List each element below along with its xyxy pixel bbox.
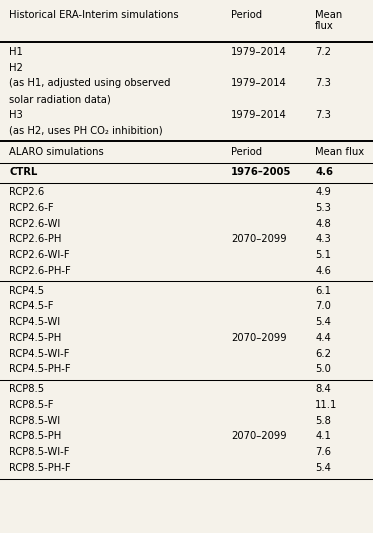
- Text: 6.1: 6.1: [315, 286, 331, 296]
- Text: 2070–2099: 2070–2099: [231, 431, 287, 441]
- Text: 1979–2014: 1979–2014: [231, 110, 287, 120]
- Text: RCP2.6-WI: RCP2.6-WI: [9, 219, 60, 229]
- Text: RCP8.5: RCP8.5: [9, 384, 44, 394]
- Text: RCP2.6-PH: RCP2.6-PH: [9, 234, 62, 244]
- Text: 4.3: 4.3: [315, 234, 331, 244]
- Text: 1979–2014: 1979–2014: [231, 47, 287, 57]
- Text: RCP2.6-PH-F: RCP2.6-PH-F: [9, 265, 71, 276]
- Text: 4.8: 4.8: [315, 219, 331, 229]
- Text: 2070–2099: 2070–2099: [231, 333, 287, 343]
- Text: RCP4.5: RCP4.5: [9, 286, 44, 296]
- Text: 4.6: 4.6: [315, 265, 331, 276]
- Text: ALARO simulations: ALARO simulations: [9, 147, 104, 157]
- Text: 5.8: 5.8: [315, 416, 331, 426]
- Text: H1: H1: [9, 47, 23, 57]
- Text: RCP4.5-PH: RCP4.5-PH: [9, 333, 62, 343]
- Text: Period: Period: [231, 10, 262, 20]
- Text: CTRL: CTRL: [9, 167, 38, 177]
- Text: 4.1: 4.1: [315, 431, 331, 441]
- Text: 4.6: 4.6: [315, 167, 333, 177]
- Text: RCP4.5-PH-F: RCP4.5-PH-F: [9, 364, 71, 374]
- Text: 7.0: 7.0: [315, 301, 331, 311]
- Text: 1979–2014: 1979–2014: [231, 78, 287, 88]
- Text: 8.4: 8.4: [315, 384, 331, 394]
- Text: 4.4: 4.4: [315, 333, 331, 343]
- Text: 7.3: 7.3: [315, 110, 331, 120]
- Text: 1976–2005: 1976–2005: [231, 167, 292, 177]
- Text: Historical ERA-Interim simulations: Historical ERA-Interim simulations: [9, 10, 179, 20]
- Text: RCP8.5-WI: RCP8.5-WI: [9, 416, 60, 426]
- Text: RCP8.5-PH: RCP8.5-PH: [9, 431, 62, 441]
- Text: RCP4.5-F: RCP4.5-F: [9, 301, 54, 311]
- Text: H2: H2: [9, 63, 23, 72]
- Text: 5.1: 5.1: [315, 250, 331, 260]
- Text: 5.0: 5.0: [315, 364, 331, 374]
- Text: Mean
flux: Mean flux: [315, 10, 342, 31]
- Text: Period: Period: [231, 147, 262, 157]
- Text: RCP2.6-WI-F: RCP2.6-WI-F: [9, 250, 70, 260]
- Text: 5.4: 5.4: [315, 463, 331, 473]
- Text: 6.2: 6.2: [315, 349, 331, 359]
- Text: solar radiation data): solar radiation data): [9, 94, 111, 104]
- Text: Mean flux: Mean flux: [315, 147, 364, 157]
- Text: 11.1: 11.1: [315, 400, 338, 410]
- Text: RCP2.6-F: RCP2.6-F: [9, 203, 54, 213]
- Text: RCP8.5-WI-F: RCP8.5-WI-F: [9, 447, 70, 457]
- Text: 2070–2099: 2070–2099: [231, 234, 287, 244]
- Text: 4.9: 4.9: [315, 187, 331, 197]
- Text: RCP4.5-WI-F: RCP4.5-WI-F: [9, 349, 70, 359]
- Text: 5.4: 5.4: [315, 317, 331, 327]
- Text: RCP8.5-PH-F: RCP8.5-PH-F: [9, 463, 71, 473]
- Text: 7.6: 7.6: [315, 447, 331, 457]
- Text: 5.3: 5.3: [315, 203, 331, 213]
- Text: (as H2, uses PH CO₂ inhibition): (as H2, uses PH CO₂ inhibition): [9, 125, 163, 135]
- Text: RCP2.6: RCP2.6: [9, 187, 45, 197]
- Text: 7.3: 7.3: [315, 78, 331, 88]
- Text: (as H1, adjusted using observed: (as H1, adjusted using observed: [9, 78, 171, 88]
- Text: H3: H3: [9, 110, 23, 120]
- Text: RCP4.5-WI: RCP4.5-WI: [9, 317, 60, 327]
- Text: 7.2: 7.2: [315, 47, 331, 57]
- Text: RCP8.5-F: RCP8.5-F: [9, 400, 54, 410]
